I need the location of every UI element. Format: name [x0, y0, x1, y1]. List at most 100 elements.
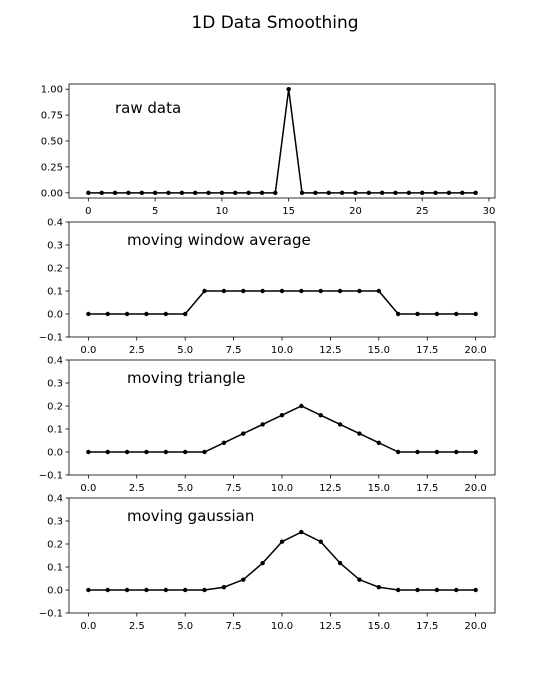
data-point: [202, 587, 207, 593]
series-line: [88, 290, 476, 315]
subplot-annotation: moving window average: [127, 231, 311, 249]
data-point: [86, 587, 91, 593]
x-tick-label: 17.5: [416, 345, 438, 356]
data-point: [144, 311, 149, 317]
data-point: [337, 288, 343, 294]
y-tick-label: 0.0: [47, 310, 63, 321]
data-point: [246, 190, 251, 196]
x-tick-label: 0.0: [80, 621, 96, 632]
data-point: [105, 587, 110, 593]
y-tick-label: −0.1: [39, 609, 63, 620]
data-point: [202, 449, 207, 455]
x-tick-label: 30: [483, 206, 496, 217]
data-point: [395, 311, 401, 317]
data-point: [124, 311, 130, 317]
data-point: [454, 449, 459, 455]
data-point: [420, 190, 425, 196]
x-tick-label: 15.0: [368, 345, 390, 356]
data-point: [434, 311, 440, 317]
x-tick-label: 5.0: [177, 621, 193, 632]
y-tick-label: 0.2: [47, 402, 63, 413]
figure-title: 1D Data Smoothing: [191, 13, 358, 33]
x-tick-label: 10.0: [271, 621, 293, 632]
data-point: [241, 288, 246, 294]
data-point: [406, 190, 412, 196]
data-point: [202, 288, 207, 294]
data-point: [219, 190, 225, 196]
x-tick-label: 20.0: [465, 621, 487, 632]
data-point: [241, 431, 246, 436]
x-tick-label: 20.0: [465, 483, 487, 494]
data-point: [326, 190, 331, 196]
data-point: [241, 577, 246, 582]
x-tick-label: 15.0: [368, 483, 390, 494]
data-point: [260, 422, 265, 427]
subplot-annotation: moving gaussian: [127, 507, 254, 525]
y-tick-label: 0.75: [41, 111, 63, 122]
data-point: [279, 288, 285, 294]
data-point: [286, 86, 291, 92]
y-tick-label: 0.50: [41, 137, 63, 148]
y-tick-label: 0.2: [47, 264, 63, 275]
x-tick-label: 7.5: [226, 345, 242, 356]
data-point: [395, 449, 401, 455]
data-point: [376, 440, 382, 445]
data-point: [182, 311, 188, 317]
data-point: [86, 311, 91, 317]
data-point: [433, 190, 438, 196]
data-point: [434, 587, 440, 593]
subplot-annotation: raw data: [115, 99, 181, 117]
data-point: [299, 529, 304, 535]
data-point: [86, 190, 91, 196]
x-tick-label: 10: [216, 206, 229, 217]
y-tick-label: 0.1: [47, 287, 63, 298]
x-tick-label: 20.0: [465, 345, 487, 356]
y-tick-label: −0.1: [39, 333, 63, 344]
x-tick-label: 17.5: [416, 483, 438, 494]
data-point: [376, 288, 382, 294]
data-point: [206, 190, 211, 196]
y-tick-label: 0.00: [41, 188, 63, 199]
x-tick-label: 7.5: [226, 483, 242, 494]
y-tick-label: 0.0: [47, 448, 63, 459]
data-point: [86, 449, 91, 455]
x-tick-label: 2.5: [129, 621, 145, 632]
x-tick-label: 0: [85, 206, 91, 217]
x-tick-label: 10.0: [271, 345, 293, 356]
data-point: [112, 190, 118, 196]
data-point: [460, 190, 465, 196]
data-point: [144, 587, 149, 593]
data-point: [395, 587, 401, 593]
data-point: [313, 190, 318, 196]
data-point: [415, 449, 420, 455]
x-tick-label: 12.5: [319, 621, 341, 632]
data-point: [163, 311, 169, 317]
data-point: [179, 190, 185, 196]
data-point: [473, 311, 478, 317]
x-tick-label: 0.0: [80, 483, 96, 494]
x-tick-label: 20: [349, 206, 362, 217]
data-point: [279, 539, 285, 544]
y-tick-label: 0.25: [41, 162, 63, 173]
data-point: [221, 440, 227, 445]
data-point: [192, 190, 198, 196]
data-point: [182, 449, 188, 455]
data-point: [166, 190, 171, 196]
x-tick-label: 10.0: [271, 483, 293, 494]
data-point: [221, 585, 227, 590]
x-tick-label: 15: [282, 206, 295, 217]
x-tick-label: 7.5: [226, 621, 242, 632]
y-tick-label: 0.3: [47, 379, 63, 390]
data-point: [105, 311, 110, 317]
x-tick-label: 2.5: [129, 345, 145, 356]
data-point: [366, 190, 372, 196]
series-line: [88, 405, 476, 453]
data-point: [353, 190, 358, 196]
data-point: [273, 190, 278, 196]
data-point: [376, 585, 382, 590]
subplot-annotation: moving triangle: [127, 369, 245, 387]
x-tick-label: 2.5: [129, 483, 145, 494]
subplot-2: 0.0 2.5 5.0 7.5 10.0 12.5 15.0 17.5 20.0 −0.1 0.0 0…: [39, 218, 496, 356]
x-tick-label: 12.5: [319, 483, 341, 494]
